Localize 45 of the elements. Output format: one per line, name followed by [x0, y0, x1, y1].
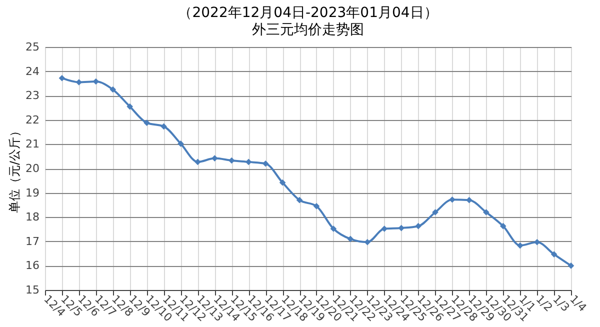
- point: [516, 242, 524, 249]
- point: [296, 196, 303, 204]
- y-tick-label: 20: [26, 162, 40, 175]
- point: [415, 222, 422, 230]
- point: [432, 209, 438, 216]
- point: [76, 79, 82, 86]
- point: [466, 196, 472, 204]
- y-tick-label: 17: [26, 234, 40, 248]
- point: [228, 157, 235, 164]
- point: [262, 160, 269, 167]
- point: [160, 123, 167, 130]
- y-tick-label: 22: [26, 113, 40, 126]
- y-tick-label: 25: [26, 40, 40, 54]
- point: [330, 226, 337, 232]
- point: [398, 224, 404, 232]
- point: [568, 262, 574, 269]
- chart-title: （2022年12月04日-2023年01月04日）: [178, 5, 438, 21]
- point: [381, 226, 388, 232]
- point: [194, 158, 201, 166]
- point: [500, 222, 506, 230]
- point: [58, 74, 66, 82]
- point: [245, 158, 252, 166]
- y-tick-label: 19: [26, 186, 40, 200]
- point: [347, 236, 354, 242]
- point: [178, 140, 184, 147]
- point: [144, 120, 150, 126]
- point: [534, 238, 540, 246]
- point: [110, 86, 116, 93]
- y-tick-label: 21: [26, 138, 40, 151]
- x-tick-label: 1/2: [533, 292, 556, 314]
- point: [483, 209, 490, 216]
- y-tick-label: 23: [26, 89, 40, 102]
- y-tick-label: 15: [26, 284, 40, 296]
- point: [126, 103, 133, 110]
- y-tick-label: 16: [26, 259, 40, 272]
- y-tick-label: 24: [26, 64, 40, 78]
- point: [313, 203, 320, 210]
- point: [550, 251, 558, 258]
- y-axis-title: 单位（元/公斤）: [8, 124, 22, 214]
- point: [449, 196, 456, 203]
- chart-subtitle: 外三元均价走势图: [252, 22, 364, 38]
- point: [279, 179, 286, 186]
- point: [92, 78, 100, 85]
- y-tick-label: 18: [26, 210, 40, 224]
- point: [364, 238, 371, 246]
